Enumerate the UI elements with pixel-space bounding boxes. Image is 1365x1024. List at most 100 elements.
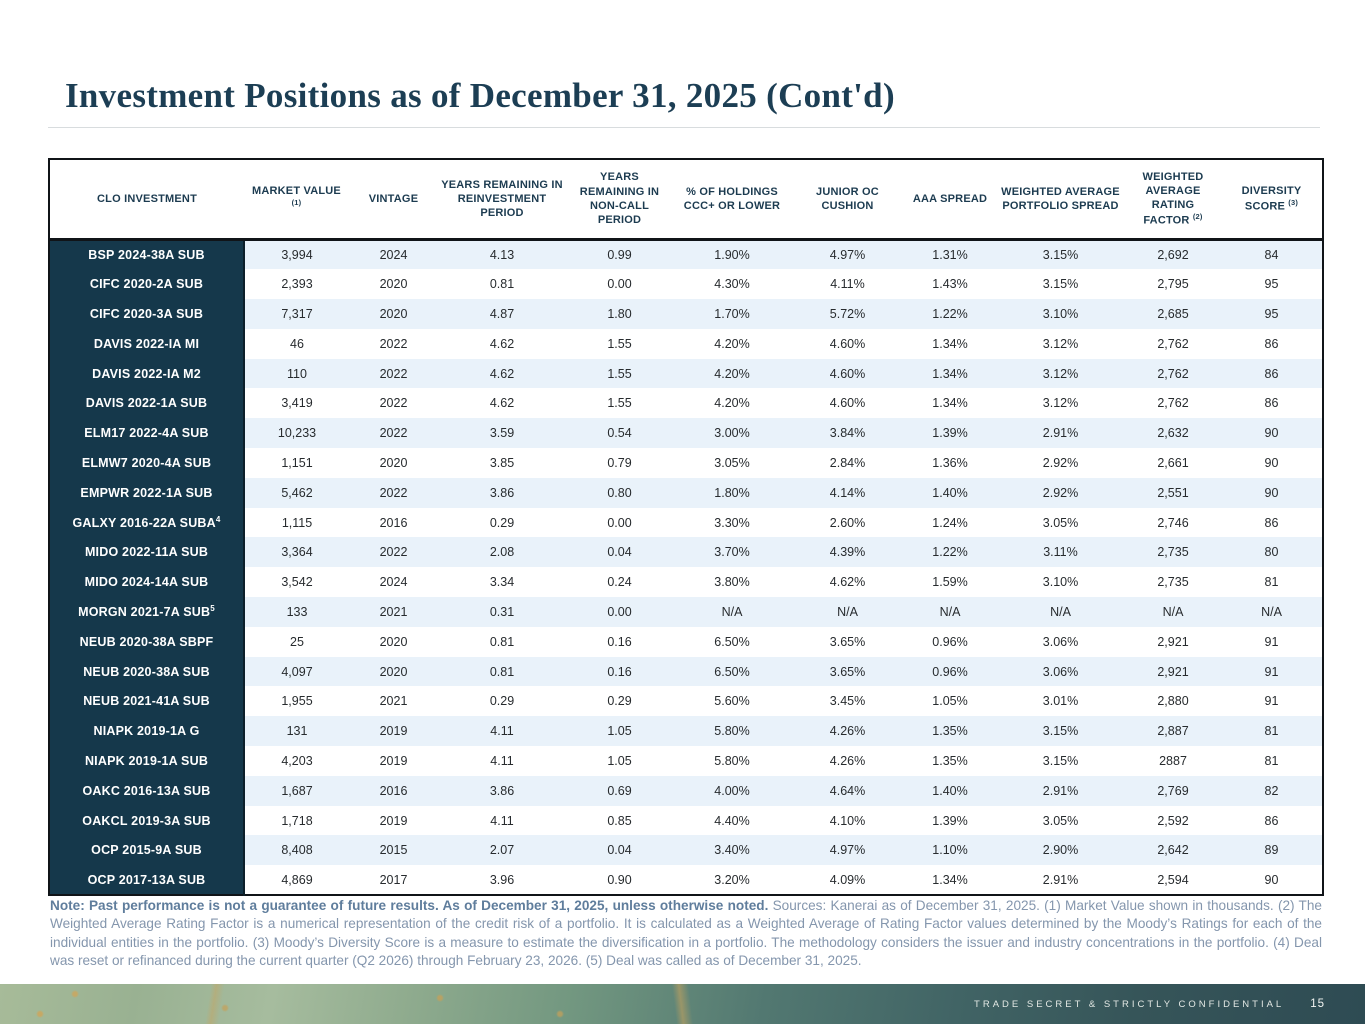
table-cell: 1.59% [904, 567, 996, 598]
table-cell: 2,880 [1125, 686, 1221, 717]
table-cell: 3.80% [673, 567, 791, 598]
table-row: ELMW7 2020-4A SUB 1,151 2020 3.85 0.79 3.05% 2… [49, 448, 1323, 478]
table-cell: 2021 [349, 686, 438, 717]
table-row: ELM17 2022-4A SUB 10,233 2022 3.59 0.54 3.00%… [49, 418, 1323, 449]
table-cell: 2,762 [1125, 328, 1221, 359]
table-cell: 2.84% [791, 448, 904, 478]
table-cell: 2887 [1125, 746, 1221, 776]
table-cell: 3.15% [996, 716, 1125, 747]
table-cell: 7,317 [244, 299, 349, 329]
table-cell: 1.05 [566, 716, 673, 747]
table-cell: 2024 [349, 239, 438, 270]
row-header-clo-investment: BSP 2024-38A SUB [49, 239, 245, 270]
table-cell: 2022 [349, 477, 438, 508]
table-cell: 4.20% [673, 328, 791, 359]
table-cell: N/A [1125, 597, 1221, 627]
table-cell: 1.55 [566, 328, 673, 359]
column-header: WEIGHTED AVERAGE RATING FACTOR (2) [1125, 159, 1221, 241]
table-cell: 2020 [349, 448, 438, 478]
table-row: OAKC 2016-13A SUB 1,687 2016 3.86 0.69 4.00% 4… [49, 775, 1323, 806]
row-header-clo-investment: OAKCL 2019-3A SUB [49, 805, 245, 836]
table-cell: 0.16 [566, 626, 673, 657]
table-cell: 4.60% [791, 328, 904, 359]
table-cell: 2,735 [1125, 537, 1221, 568]
table-cell: 1.35% [904, 716, 996, 747]
table-cell: 84 [1221, 239, 1323, 270]
row-header-clo-investment: EMPWR 2022-1A SUB [49, 477, 245, 508]
table-header-row: CLO INVESTMENT MARKET VALUE (1) VINTAGE YEA… [49, 159, 1323, 241]
table-row: OCP 2017-13A SUB 4,869 2017 3.96 0.90 3.20% 4.… [49, 865, 1323, 896]
table-cell: 0.85 [566, 805, 673, 836]
table-cell: 91 [1221, 656, 1323, 687]
table-cell: 3.06% [996, 656, 1125, 687]
table-cell: 4.26% [791, 746, 904, 776]
table-cell: 3.86 [438, 477, 566, 508]
table-cell: 4.09% [791, 865, 904, 896]
column-header: WEIGHTED AVERAGE PORTFOLIO SPREAD [996, 159, 1125, 241]
column-header: DIVERSITY SCORE (3) [1221, 159, 1323, 241]
table-row: CIFC 2020-2A SUB 2,393 2020 0.81 0.00 4.30% 4.… [49, 269, 1323, 300]
table-cell: 3.10% [996, 299, 1125, 329]
table-cell: 86 [1221, 358, 1323, 389]
table-cell: 1.34% [904, 358, 996, 389]
table-cell: 10,233 [244, 418, 349, 449]
table-cell: 3,994 [244, 239, 349, 270]
table-cell: 1.34% [904, 865, 996, 896]
table-cell: 2.91% [996, 865, 1125, 896]
table-cell: 1.34% [904, 388, 996, 419]
table-cell: 3.85 [438, 448, 566, 478]
table-cell: 2,632 [1125, 418, 1221, 449]
row-header-clo-investment: NIAPK 2019-1A G [49, 716, 245, 747]
table-cell: 4.11% [791, 269, 904, 300]
table-cell: 4.11 [438, 746, 566, 776]
page-number: 15 [1310, 998, 1325, 1010]
table-cell: 6.50% [673, 656, 791, 687]
table-cell: 4.87 [438, 299, 566, 329]
table-cell: 4.14% [791, 477, 904, 508]
footnote-regular: Sources: Kanerai as of December 31, 2025… [50, 898, 1322, 969]
table-cell: 90 [1221, 865, 1323, 896]
table-header: CLO INVESTMENT MARKET VALUE (1) VINTAGE YEA… [49, 159, 1323, 241]
footer-band: TRADE SECRET & STRICTLY CONFIDENTIAL 15 [0, 984, 1365, 1024]
table-cell: 2022 [349, 358, 438, 389]
table-cell: 0.81 [438, 269, 566, 300]
table-cell: 2,393 [244, 269, 349, 300]
table-cell: 3.12% [996, 388, 1125, 419]
table-cell: 0.81 [438, 656, 566, 687]
table-cell: 91 [1221, 686, 1323, 717]
table-cell: 0.00 [566, 269, 673, 300]
table-cell: 2022 [349, 328, 438, 359]
table-row: DAVIS 2022-IA MI 46 2022 4.62 1.55 4.20% 4.60%… [49, 328, 1323, 359]
table-cell: 2,735 [1125, 567, 1221, 598]
table-cell: 2024 [349, 567, 438, 598]
table-cell: 4.62% [791, 567, 904, 598]
table-cell: 2019 [349, 746, 438, 776]
table-row: NEUB 2020-38A SBPF 25 2020 0.81 0.16 6.50% 3.6… [49, 626, 1323, 657]
table-cell: 2022 [349, 537, 438, 568]
table-cell: 3,364 [244, 537, 349, 568]
table-cell: 2,887 [1125, 716, 1221, 747]
row-header-clo-investment: NEUB 2020-38A SBPF [49, 626, 245, 657]
table-cell: 1.36% [904, 448, 996, 478]
table-cell: 3.12% [996, 358, 1125, 389]
table-row: BSP 2024-38A SUB 3,994 2024 4.13 0.99 1.90% 4.… [49, 239, 1323, 270]
table-cell: 91 [1221, 626, 1323, 657]
table-cell: 1.34% [904, 328, 996, 359]
table-cell: 1.90% [673, 239, 791, 270]
table-cell: 0.54 [566, 418, 673, 449]
row-header-clo-investment: NEUB 2021-41A SUB [49, 686, 245, 717]
table-cell: N/A [673, 597, 791, 627]
table-cell: 90 [1221, 418, 1323, 449]
table-cell: 4.60% [791, 358, 904, 389]
table-cell: 1.70% [673, 299, 791, 329]
table-cell: 2,692 [1125, 239, 1221, 270]
table-row: EMPWR 2022-1A SUB 5,462 2022 3.86 0.80 1.80% 4… [49, 477, 1323, 508]
table-cell: 2,661 [1125, 448, 1221, 478]
column-header: YEARS REMAINING IN REINVESTMENT PERIOD [438, 159, 566, 241]
table-cell: 8,408 [244, 835, 349, 866]
table-cell: 0.81 [438, 626, 566, 657]
table-cell: 3.84% [791, 418, 904, 449]
table-cell: 0.24 [566, 567, 673, 598]
table-cell: N/A [1221, 597, 1323, 627]
